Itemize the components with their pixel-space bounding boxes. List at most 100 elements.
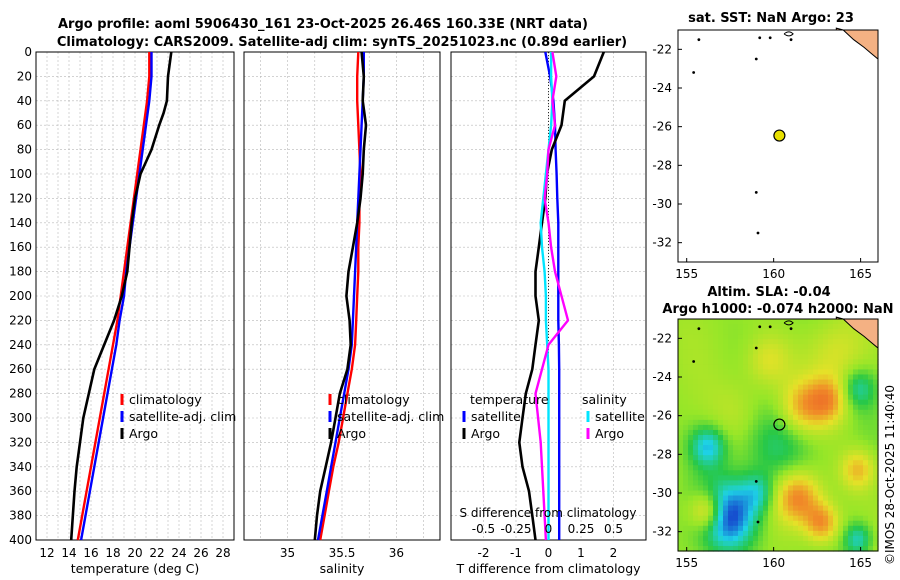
heatmap-cell [688,329,694,335]
heatmap-cell [723,359,729,365]
heatmap-cell [698,530,704,537]
heatmap-cell [698,515,704,522]
heatmap-cell [833,500,839,507]
heatmap-cell [868,515,874,522]
heatmap-cell [758,354,764,360]
heatmap-cell [748,525,754,532]
heatmap-cell [843,389,849,396]
heatmap-cell [798,460,804,466]
heatmap-cell [698,540,704,547]
heatmap-cell [773,520,779,527]
heatmap-cell [778,455,784,461]
heatmap-cell [783,460,789,466]
heatmap-cell [763,369,769,376]
heatmap-cell [753,465,759,471]
heatmap-cell [768,525,774,532]
heatmap-cell [803,349,809,355]
heatmap-cell [708,505,714,512]
heatmap-cell [833,384,839,391]
heatmap-cell [813,399,819,406]
heatmap-cell [823,364,829,371]
heatmap-cell [853,414,859,421]
heatmap-cell [703,500,709,507]
heatmap-cell [788,455,794,461]
heatmap-cell [758,545,764,552]
heatmap-cell [798,344,804,350]
heatmap-cell [823,429,829,436]
heatmap-cell [733,515,739,522]
heatmap-cell [678,429,684,436]
heatmap-cell [678,419,684,426]
heatmap-cell [718,540,724,547]
heatmap-cell [868,399,874,406]
heatmap-cell [803,424,809,431]
heatmap-cell [838,414,844,421]
heatmap-cell [743,445,749,451]
heatmap-cell [828,424,834,431]
x-tick-label: 0 [545,546,553,560]
heatmap-cell [858,440,864,446]
y-tick-label: 380 [9,509,32,523]
heatmap-cell [863,424,869,431]
heatmap-cell [728,349,734,355]
heatmap-cell [808,440,814,446]
heatmap-cell [748,319,754,325]
heatmap-cell [733,535,739,542]
heatmap-cell [773,389,779,396]
heatmap-cell [753,435,759,441]
heatmap-cell [683,384,689,391]
heatmap-cell [748,409,754,416]
heatmap-cell [678,520,684,527]
heatmap-cell [733,495,739,502]
heatmap-cell [843,515,849,522]
heatmap-cell [748,515,754,522]
heatmap-cell [773,334,779,340]
heatmap-cell [813,364,819,371]
heatmap-cell [743,334,749,340]
legend-label: satellite-adj. clim [337,409,444,424]
heatmap-cell [843,455,849,461]
heatmap-cell [748,379,754,386]
heatmap-cell [718,339,724,345]
heatmap-cell [873,480,879,487]
heatmap-cell [693,445,699,451]
map-y-tick-label: -28 [652,158,672,172]
heatmap-cell [708,409,714,416]
heatmap-cell [833,460,839,466]
heatmap-cell [873,545,879,552]
heatmap-cell [793,475,799,481]
heatmap-cell [748,520,754,527]
heatmap-cell [768,470,774,476]
series-line-satellite-adj-clim [79,52,153,541]
heatmap-cell [818,409,824,416]
heatmap-cell [743,535,749,542]
heatmap-cell [728,384,734,391]
heatmap-cell [708,334,714,340]
heatmap-cell [838,475,844,481]
heatmap-cell [803,450,809,456]
heatmap-cell [808,414,814,421]
heatmap-cell [678,364,684,371]
heatmap-cell [713,424,719,431]
heatmap-cell [693,515,699,522]
heatmap-cell [753,364,759,371]
heatmap-cell [823,450,829,456]
heatmap-cell [773,424,779,431]
heatmap-cell [778,470,784,476]
heatmap-cell [728,399,734,406]
heatmap-cell [853,354,859,360]
heatmap-cell [688,475,694,481]
heatmap-cell [753,324,759,330]
heatmap-cell [803,445,809,451]
heatmap-cell [698,359,704,365]
heatmap-cell [778,510,784,517]
heatmap-cell [753,530,759,537]
heatmap-cell [873,399,879,406]
heatmap-cell [858,535,864,542]
heatmap-cell [698,424,704,431]
heatmap-cell [798,480,804,487]
heatmap-cell [713,394,719,401]
heatmap-cell [733,460,739,466]
heatmap-cell [803,495,809,502]
heatmap-cell [758,404,764,411]
